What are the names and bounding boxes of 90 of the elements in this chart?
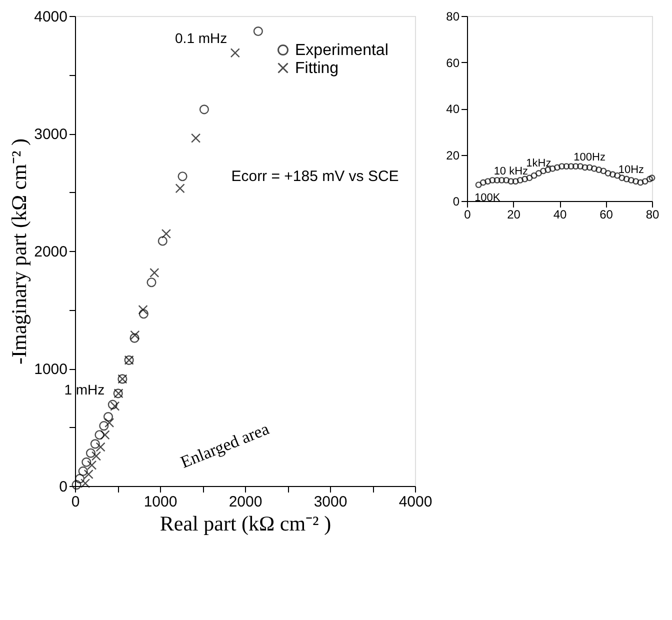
point [632, 178, 640, 185]
point [94, 430, 104, 440]
y-tick-label: 0 [59, 478, 68, 496]
point [522, 176, 528, 182]
annotation: 100K [474, 192, 501, 204]
legend-label: Fitting [295, 60, 339, 77]
x-tick-label: 40 [553, 208, 567, 222]
point [480, 179, 486, 186]
x-tick-label: 1000 [144, 494, 178, 510]
point [498, 176, 505, 184]
point [572, 163, 579, 170]
point [158, 236, 168, 246]
point [600, 168, 607, 174]
annotation: 10 kHz [494, 165, 528, 178]
legend-label: Experimental [295, 42, 388, 59]
point [623, 176, 630, 182]
point [175, 184, 185, 194]
point [540, 168, 547, 174]
y-tick-label: 60 [446, 56, 460, 70]
point [494, 176, 500, 184]
point [161, 228, 171, 239]
point [549, 165, 556, 172]
point [146, 278, 156, 288]
y-tick-label: 3000 [34, 126, 68, 143]
point [558, 163, 566, 170]
point [484, 178, 492, 185]
y-axis-title: -Imaginary part (kΩ cm⁻² ) [7, 138, 32, 364]
annotation: 100Hz [574, 151, 606, 164]
point [150, 268, 160, 278]
point [138, 304, 148, 315]
x-axis-title: Real part (kΩ cm⁻² ) [160, 512, 332, 536]
x-tick-label: 60 [600, 208, 614, 222]
point [512, 178, 519, 185]
annotation: 0.1 mHz [175, 30, 228, 46]
point [568, 163, 574, 170]
y-tick-label: 0 [452, 194, 460, 208]
point [544, 166, 552, 174]
point [586, 164, 593, 171]
point [577, 163, 584, 170]
y-tick-label: 40 [446, 102, 460, 116]
point [138, 309, 148, 319]
annotation: 1 mHz [64, 382, 105, 398]
point [596, 166, 602, 174]
point [648, 174, 656, 182]
x-tick-label: 0 [71, 494, 80, 510]
point [230, 48, 240, 58]
point [489, 176, 496, 184]
x-tick-label: 0 [464, 208, 472, 222]
point [614, 172, 621, 179]
point [191, 133, 201, 143]
x-tick-label: 3000 [314, 494, 348, 510]
y-tick-label: 2000 [34, 244, 68, 260]
y-tick-label: 20 [446, 148, 460, 162]
point [582, 164, 588, 171]
y-tick-label: 80 [446, 10, 460, 24]
point [604, 170, 612, 176]
point [609, 171, 616, 178]
point [554, 164, 560, 171]
point [475, 182, 482, 188]
point [563, 163, 570, 170]
annotation: 10Hz [618, 164, 644, 176]
point [516, 176, 524, 184]
point [108, 400, 118, 410]
x-tick-label: 4000 [398, 494, 432, 510]
y-tick-label: 1000 [34, 361, 68, 378]
point [590, 165, 598, 172]
point [526, 174, 533, 182]
x-tick-label: 20 [507, 208, 521, 222]
point [253, 26, 263, 36]
point [199, 104, 209, 114]
point [178, 172, 188, 182]
x-tick-label: 2000 [228, 494, 262, 510]
point [628, 176, 634, 184]
point [130, 333, 140, 343]
point [646, 176, 653, 182]
point [503, 176, 510, 184]
y-tick-label: 4000 [34, 8, 68, 26]
point [535, 170, 542, 176]
point [530, 172, 538, 179]
point [637, 179, 644, 186]
annotation: Ecorr = +185 mV vs SCE [231, 168, 399, 185]
point [618, 174, 626, 182]
point [642, 178, 648, 185]
point [508, 178, 514, 185]
point [130, 330, 140, 340]
point [110, 401, 120, 411]
point [103, 412, 114, 422]
annotation: 1kHz [526, 157, 552, 170]
point [100, 430, 110, 440]
x-tick-label: 80 [646, 208, 660, 222]
